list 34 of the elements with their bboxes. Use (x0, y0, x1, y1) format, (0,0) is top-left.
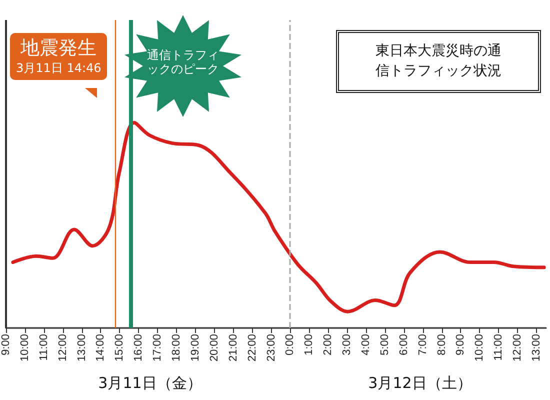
x-tick-label: 23:00 (265, 334, 278, 362)
x-tick-label: 9:00 (454, 334, 467, 356)
x-tick-label: 21:00 (227, 334, 240, 362)
x-tick-label: 20:00 (208, 334, 220, 362)
x-tick-label: 7:00 (416, 334, 429, 356)
x-tick-label: 12:00 (56, 334, 69, 362)
x-tick-label: 2:00 (322, 334, 334, 356)
x-tick-label: 11:00 (38, 334, 50, 361)
x-tick-label: 5:00 (378, 334, 391, 356)
x-tick-label: 1:00 (303, 334, 316, 356)
x-tick-label: 16:00 (132, 334, 145, 362)
x-tick-label: 4:00 (360, 334, 372, 356)
x-tick-label: 13:00 (530, 334, 543, 362)
x-tick-label: 15:00 (114, 334, 126, 362)
chart-title: 東日本大震災時の通信トラフィック状況 (374, 42, 502, 82)
x-tick-label: 18:00 (170, 334, 183, 362)
x-tick-label: 22:00 (246, 334, 258, 362)
ref-line-label: 地震発生 3月11日 14:46 (14, 37, 102, 76)
x-tick-label: 10:00 (18, 334, 31, 362)
text: 3月12日（土） (367, 374, 473, 393)
x-tick-label: 0:00 (284, 334, 296, 356)
x-tick-label: 19:00 (189, 334, 202, 362)
x-tick-label: 12:00 (512, 334, 524, 362)
ref-line-label: 通信トラフィックのピーク (146, 48, 220, 77)
x-tick-label: 3:00 (341, 334, 354, 356)
x-tick-label: 6:00 (398, 334, 410, 356)
x-tick-label: 13:00 (76, 334, 88, 362)
x-tick-label: 10:00 (474, 334, 486, 362)
x-tick-label: 11:00 (492, 334, 505, 361)
text: 3月11日（金） (97, 374, 203, 393)
x-tick-label: 14:00 (94, 334, 107, 362)
x-tick-label: 9:00 (0, 334, 12, 356)
x-tick-label: 8:00 (436, 334, 448, 356)
x-tick-label: 17:00 (152, 334, 164, 362)
